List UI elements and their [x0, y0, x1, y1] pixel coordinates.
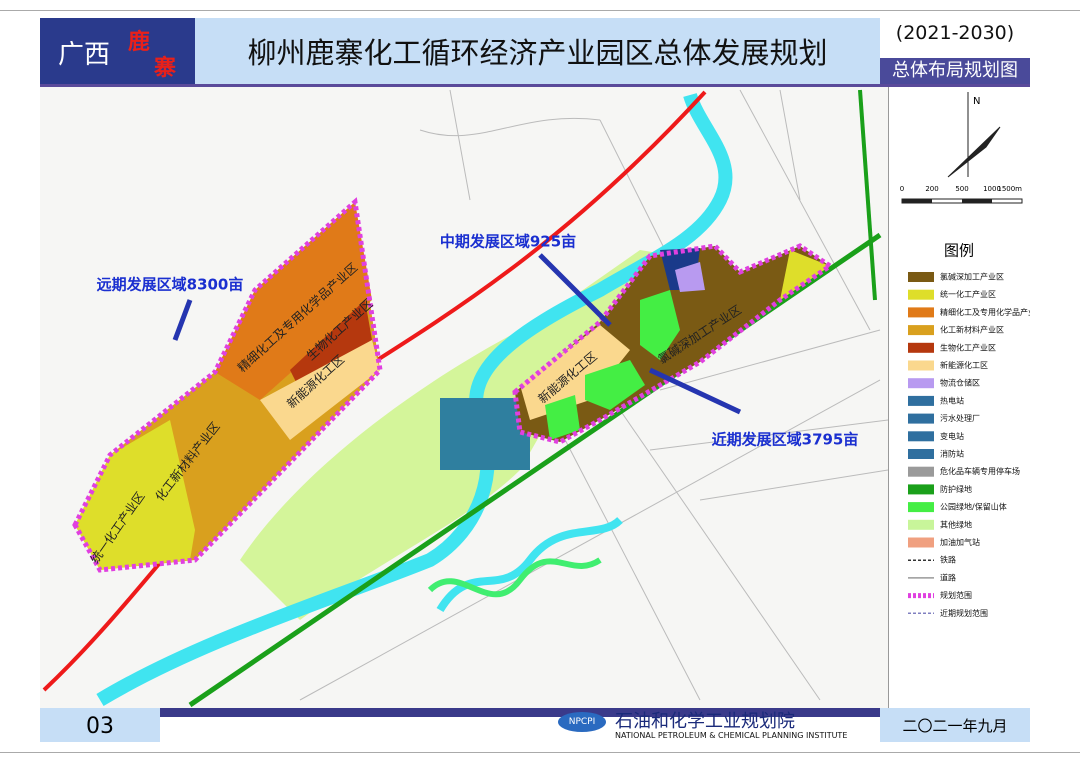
region-char: 寨	[154, 56, 177, 81]
area-label: 远期发展区域8300亩	[97, 276, 244, 294]
legend-swatch	[908, 289, 934, 300]
park	[545, 395, 580, 440]
legend-label: 道路	[940, 572, 956, 582]
zone-energy	[260, 340, 380, 440]
river	[96, 92, 733, 707]
legend-label: 化工新材料产业区	[940, 325, 1004, 335]
legend-swatch	[908, 360, 934, 371]
header-rule	[40, 84, 1030, 87]
legend-label: 污水处理厂	[940, 413, 980, 423]
compass-label: N	[973, 96, 980, 107]
legend-label: 消防站	[940, 449, 964, 459]
legend-label: 铁路	[940, 555, 956, 565]
footer-bar	[160, 708, 880, 717]
legend-swatch	[908, 395, 934, 406]
legend-swatch	[908, 537, 934, 548]
institute-en: NATIONAL PETROLEUM & CHEMICAL PLANNING I…	[615, 731, 848, 740]
park	[640, 290, 680, 360]
zone-unified-east	[780, 250, 830, 300]
region-char: 鹿	[128, 30, 151, 55]
area-arrow	[172, 299, 193, 341]
legend-label: 防护绿地	[940, 484, 972, 494]
park	[585, 360, 645, 410]
page-number: 03	[40, 708, 160, 742]
legend-swatch	[908, 519, 934, 530]
logistics	[675, 262, 705, 292]
legend-swatch	[908, 431, 934, 442]
logo: NPCPI	[558, 712, 606, 732]
legend-label: 物流仓储区	[940, 378, 980, 388]
legend-label: 公园绿地/保留山体	[940, 502, 1007, 512]
legend-swatch	[908, 272, 934, 282]
scale-label: 1500m	[997, 185, 1022, 193]
area-label: 近期发展区域3795亩	[712, 431, 859, 449]
institute: 石油和化学工业规划院	[615, 711, 795, 732]
legend-label: 统一化工产业区	[940, 289, 996, 299]
scale-label: 1000	[983, 185, 1001, 193]
zone-energy-east	[520, 325, 630, 420]
legend-label: 其他绿地	[940, 519, 972, 529]
roads	[299, 89, 888, 701]
creek	[427, 557, 602, 598]
scale-label: 0	[900, 185, 904, 193]
subtitle: 总体布局规划图	[880, 58, 1030, 84]
title-box: 柳州鹿寨化工循环经济产业园区总体发展规划	[195, 18, 880, 84]
sewage-plant	[440, 398, 530, 470]
legend-label: 加油加气站	[940, 537, 980, 547]
date: 二〇二一年九月	[880, 708, 1030, 742]
boundary-east	[512, 243, 835, 445]
legend-swatch	[908, 307, 934, 318]
top-rule	[0, 10, 1080, 11]
green-belt	[858, 89, 877, 301]
area-arrow	[538, 253, 612, 327]
area-arrow	[648, 367, 742, 415]
scale-bar	[902, 199, 932, 203]
legend-swatch	[908, 484, 934, 495]
legend-swatch	[908, 449, 934, 459]
legend-label: 精细化工及专用化学品产业区	[940, 307, 1030, 317]
legend-label: 近期规划范围	[940, 608, 988, 618]
legend-label: 新能源化工区	[940, 360, 988, 370]
area-label: 中期发展区域925亩	[440, 233, 576, 251]
zone-unified	[75, 420, 195, 570]
legend-label: 氯碱深加工产业区	[940, 272, 1004, 282]
legend-label: 规划范围	[940, 590, 972, 600]
legend-swatch	[908, 502, 934, 513]
legend-swatch	[908, 342, 934, 353]
legend-swatch	[908, 466, 934, 477]
legend-label: 危化品车辆专用停车场	[940, 466, 1020, 476]
scale-label: 200	[925, 185, 938, 193]
zone-fine-chem	[215, 202, 372, 400]
period: (2021-2030)	[895, 22, 1015, 44]
region-box: 广西 鹿 寨	[40, 18, 195, 84]
map: 远期发展区域8300亩中期发展区域925亩近期发展区域3795亩精细化工及专用化…	[40, 87, 888, 708]
boundary-west	[72, 197, 383, 573]
scale-label: 500	[955, 185, 968, 193]
legend-label: 热电站	[940, 395, 964, 405]
compass	[947, 92, 1001, 178]
bottom-rule	[0, 752, 1080, 753]
legend-label: 生物化工产业区	[940, 342, 996, 352]
legend-swatch	[908, 413, 934, 424]
legend-swatch	[908, 325, 934, 336]
title: 柳州鹿寨化工循环经济产业园区总体发展规划	[247, 36, 828, 70]
region-name: 广西	[58, 40, 111, 70]
footer-band	[160, 717, 880, 742]
scale-bar	[962, 199, 992, 203]
legend-title: 图例	[944, 242, 974, 260]
legend-swatch	[908, 378, 934, 389]
legend-label: 变电站	[940, 431, 964, 441]
